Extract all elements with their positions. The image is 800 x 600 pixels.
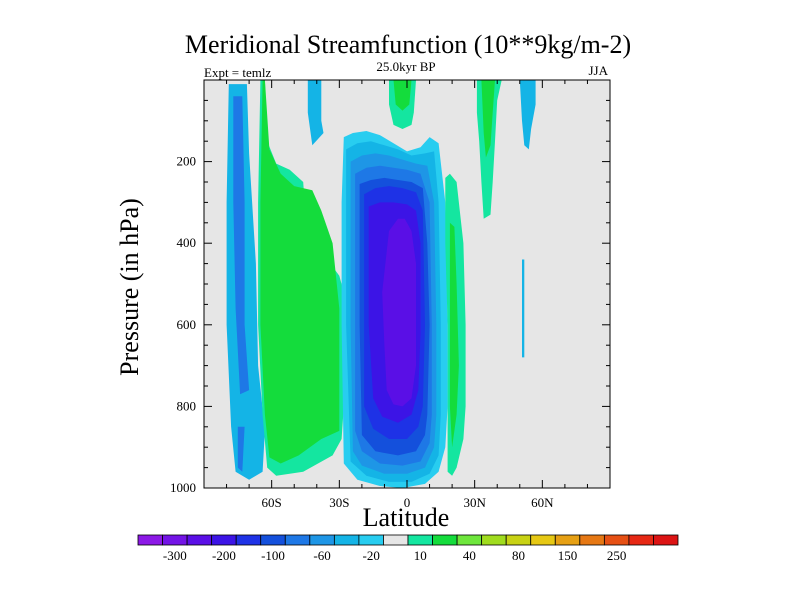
y-axis: 200 400 600 800 1000 [170, 99, 610, 495]
colorbar-box [309, 534, 335, 546]
colorbar-box [554, 534, 581, 546]
x-axis-title: Latitude [363, 503, 450, 532]
colorbar-box [481, 534, 507, 546]
colorbar-label: 80 [512, 548, 525, 563]
colorbar-box [260, 534, 286, 546]
colorbar-box [358, 534, 384, 546]
colorbar-box [284, 534, 311, 546]
y-tick-label: 200 [177, 154, 197, 169]
colorbar-box [162, 534, 188, 546]
colorbar-box [505, 534, 532, 546]
colorbar-box [579, 534, 605, 546]
y-tick-label: 600 [177, 317, 197, 332]
x-tick-label: 60S [262, 495, 282, 510]
colorbar-label: -200 [212, 548, 236, 563]
colorbar-label: -60 [313, 548, 330, 563]
x-axis: 60S 30S 0 30N 60N [226, 80, 588, 510]
y-tick-label: 800 [177, 398, 197, 413]
colorbar-label: 250 [607, 548, 627, 563]
colorbar-box [530, 534, 556, 546]
colorbar-label: -20 [363, 548, 380, 563]
x-tick-label: 30S [329, 495, 349, 510]
contour-region-sh-outer-blue [233, 96, 250, 395]
colorbar-label: 40 [463, 548, 476, 563]
contour-region-nh-upper-green-inner [481, 80, 495, 158]
colorbar-box [333, 534, 360, 546]
x-tick-label: 60N [531, 495, 554, 510]
colorbar-label: 10 [414, 548, 427, 563]
chart-subtitle-center: 25.0kyr BP [376, 59, 435, 74]
colorbar-box [432, 534, 458, 546]
colorbar-label: -300 [163, 548, 187, 563]
colorbar-box [628, 534, 654, 546]
y-axis-title: Pressure (in hPa) [115, 198, 144, 376]
contour-region-nh-upper-cyan [519, 80, 536, 150]
x-tick-label: 30N [463, 495, 486, 510]
colorbar-box [235, 534, 262, 546]
colorbar-box [407, 534, 433, 546]
chart-title: Meridional Streamfunction (10**9kg/m-2) [185, 30, 631, 59]
colorbar-box [456, 534, 483, 546]
contour-region-ferrel-core [382, 218, 416, 407]
chart-subtitle-left: Expt = temlz [204, 65, 271, 80]
contour-region-sh-outer-blue-lower [237, 426, 245, 472]
contour-region-sh-green [260, 80, 340, 464]
colorbar-box [186, 534, 213, 546]
colorbar-box [653, 534, 679, 546]
colorbar-label: -100 [261, 548, 285, 563]
colorbar-box [211, 534, 237, 546]
chart-subtitle-right: JJA [588, 63, 608, 78]
contour-regions [226, 80, 536, 488]
colorbar-label: 150 [558, 548, 578, 563]
x-tick-label: 0 [404, 495, 411, 510]
y-tick-label: 400 [177, 235, 197, 250]
colorbar-box [383, 534, 409, 546]
colorbar-box [603, 534, 630, 546]
y-tick-label: 1000 [170, 480, 196, 495]
contour-region-nh-thin-cyan [522, 259, 525, 358]
contour-region-sh-upper-cyan [307, 80, 324, 146]
contour-region-nh-green-inner [449, 222, 459, 448]
colorbar: -300 -200 -100 -60 -20 10 40 80 150 250 [137, 534, 679, 563]
colorbar-box [137, 534, 163, 546]
